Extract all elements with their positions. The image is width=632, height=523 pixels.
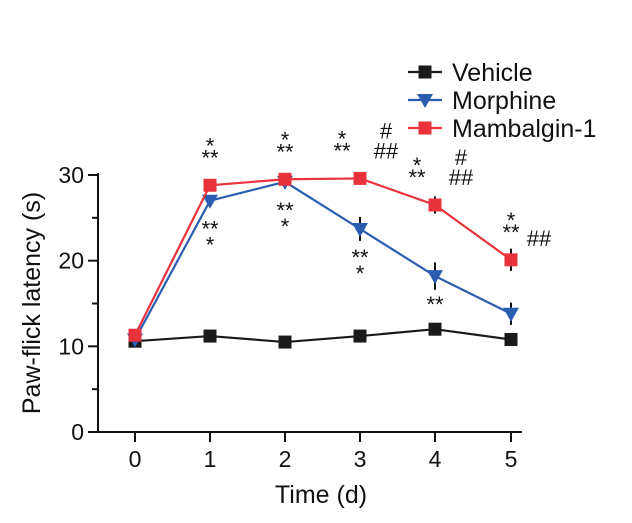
significance-label: ## — [527, 226, 552, 251]
y-tick-label: 0 — [71, 419, 84, 445]
x-tick-label: 1 — [204, 446, 217, 472]
x-tick-label: 3 — [354, 446, 367, 472]
legend-item-mambalgin-1: Mambalgin-1 — [408, 115, 597, 143]
data-point — [428, 322, 442, 336]
legend-marker — [418, 121, 432, 135]
significance-label: # — [455, 145, 468, 170]
significance-label: * — [338, 126, 347, 151]
data-point — [278, 335, 292, 349]
data-point — [352, 222, 368, 237]
series-line — [134, 328, 512, 344]
legend-label: Mambalgin-1 — [452, 115, 597, 143]
axes: 0 10 20 30 0 1 2 3 4 5 — [58, 162, 522, 472]
significance-label: ** — [276, 139, 294, 164]
data-point — [504, 253, 518, 267]
significance-label: ** — [351, 245, 369, 270]
significance-label: * — [356, 261, 365, 286]
significance-label: # — [380, 118, 393, 143]
significance-label: * — [206, 133, 215, 158]
x-tick-label: 5 — [505, 446, 518, 472]
data-point — [203, 178, 217, 192]
series-mambalgin-1 — [128, 171, 518, 342]
x-tick-label: 0 — [129, 446, 142, 472]
data-point — [203, 329, 217, 343]
significance-label: * — [507, 208, 516, 233]
x-tick-label: 4 — [429, 446, 442, 472]
significance-label: ** — [408, 165, 426, 190]
annotation-layer: ***************###******###***** ## — [201, 118, 552, 317]
series-layer — [127, 171, 519, 349]
series-morphine — [127, 175, 519, 348]
data-point — [428, 198, 442, 212]
series-line — [134, 180, 512, 341]
series-line — [134, 177, 512, 336]
data-point — [503, 307, 519, 322]
legend-label: Morphine — [452, 87, 556, 115]
significance-label: * — [413, 153, 422, 178]
data-point — [353, 171, 367, 185]
y-tick-label: 30 — [58, 162, 84, 188]
significance-label: ## — [374, 138, 399, 163]
data-point — [278, 172, 292, 186]
data-point — [128, 328, 142, 342]
data-point — [427, 270, 443, 285]
significance-label: ** — [276, 198, 294, 223]
significance-label: * — [206, 233, 215, 258]
data-point — [202, 194, 218, 209]
significance-label: * — [281, 127, 290, 152]
x-axis-label: Time (d) — [275, 481, 367, 509]
significance-label: ** — [201, 217, 219, 242]
y-axis-label: Paw-flick latency (s) — [18, 192, 46, 414]
series-vehicle — [128, 322, 518, 349]
legend-marker — [417, 94, 433, 108]
legend-item-vehicle: Vehicle — [408, 59, 533, 87]
significance-label: ** — [201, 145, 219, 170]
legend-marker — [418, 65, 432, 79]
legend-item-morphine: Morphine — [408, 87, 556, 115]
legend-label: Vehicle — [452, 59, 533, 87]
significance-label: ** — [426, 292, 444, 317]
y-tick-label: 20 — [58, 248, 84, 274]
x-tick-label: 2 — [279, 446, 292, 472]
y-tick-label: 10 — [58, 333, 84, 359]
data-point — [504, 332, 518, 346]
significance-label: ** — [502, 220, 520, 245]
significance-label: ** — [333, 138, 351, 163]
significance-label: ## — [449, 165, 474, 190]
significance-label: * — [281, 214, 290, 239]
data-point — [353, 329, 367, 343]
